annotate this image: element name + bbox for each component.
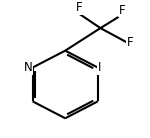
Text: F: F: [119, 4, 125, 17]
Text: I: I: [98, 61, 101, 74]
Text: N: N: [24, 61, 33, 74]
Text: F: F: [76, 1, 83, 14]
Text: F: F: [126, 36, 133, 49]
